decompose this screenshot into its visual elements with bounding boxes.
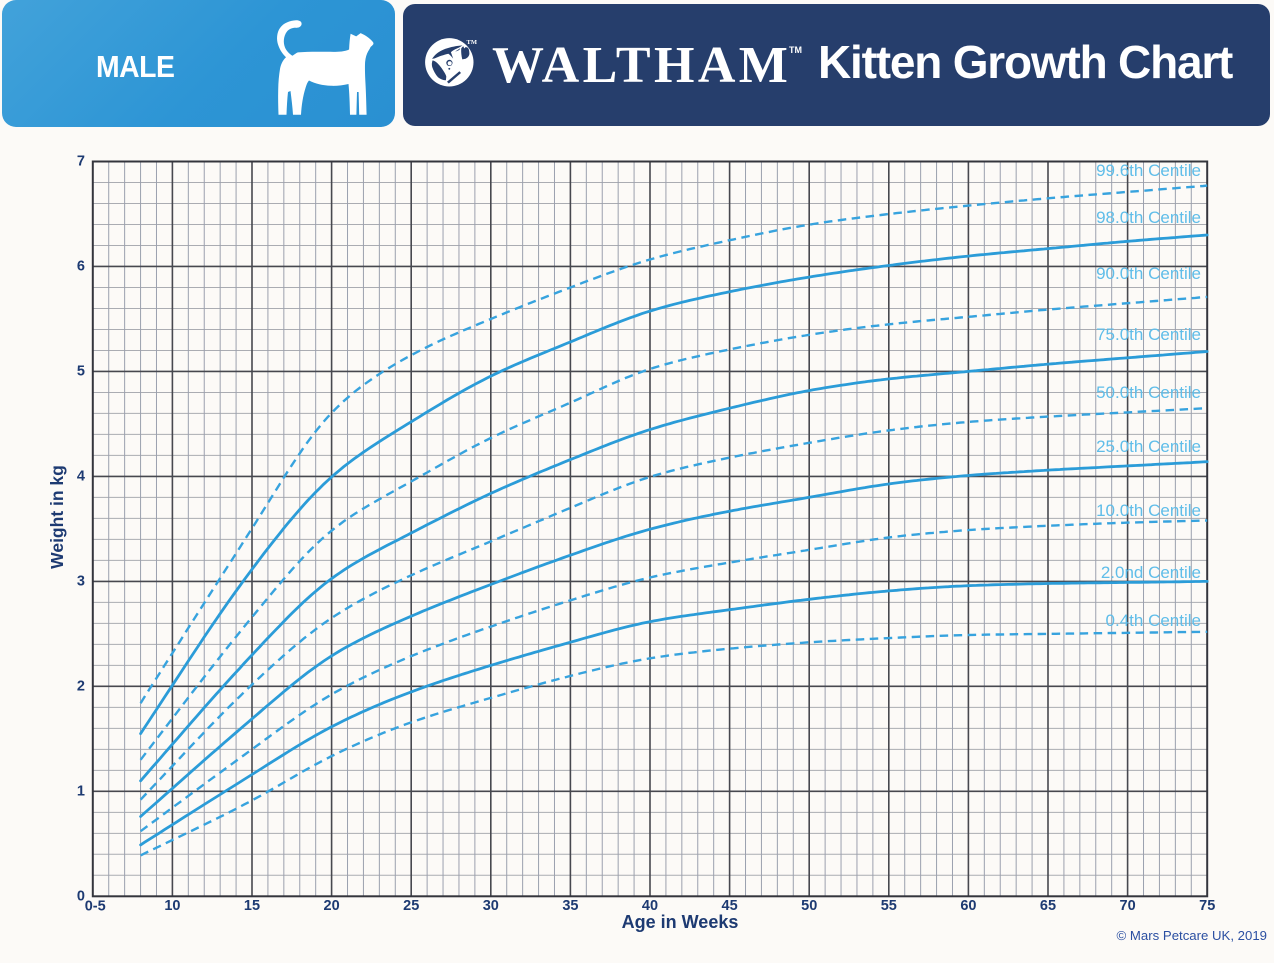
svg-text:0: 0 bbox=[77, 888, 85, 904]
svg-text:60: 60 bbox=[960, 898, 976, 914]
svg-text:2: 2 bbox=[77, 678, 85, 694]
svg-text:10.0th Centile: 10.0th Centile bbox=[1096, 501, 1201, 520]
svg-text:65: 65 bbox=[1040, 898, 1056, 914]
svg-text:0-5: 0-5 bbox=[85, 899, 106, 915]
svg-text:55: 55 bbox=[881, 898, 897, 914]
svg-text:50: 50 bbox=[801, 898, 817, 914]
svg-text:6: 6 bbox=[77, 259, 85, 275]
svg-text:5: 5 bbox=[77, 363, 85, 379]
svg-text:TM: TM bbox=[467, 39, 477, 46]
svg-text:75: 75 bbox=[1199, 898, 1215, 914]
svg-text:1: 1 bbox=[77, 783, 85, 799]
svg-text:70: 70 bbox=[1120, 898, 1136, 914]
svg-text:15: 15 bbox=[244, 898, 260, 914]
svg-text:40: 40 bbox=[642, 898, 658, 914]
svg-text:3: 3 bbox=[77, 573, 85, 589]
svg-text:30: 30 bbox=[483, 898, 499, 914]
svg-text:20: 20 bbox=[324, 898, 340, 914]
svg-text:45: 45 bbox=[722, 898, 738, 914]
svg-text:25: 25 bbox=[403, 898, 419, 914]
svg-text:4: 4 bbox=[77, 468, 85, 484]
svg-text:99.6th Centile: 99.6th Centile bbox=[1096, 161, 1201, 180]
svg-text:Weight in kg: Weight in kg bbox=[47, 465, 67, 569]
svg-text:0.4th Centile: 0.4th Centile bbox=[1106, 611, 1201, 630]
svg-text:Age in Weeks: Age in Weeks bbox=[622, 912, 739, 932]
svg-text:35: 35 bbox=[562, 898, 578, 914]
svg-text:10: 10 bbox=[164, 898, 180, 914]
svg-text:2.0nd Centile: 2.0nd Centile bbox=[1101, 563, 1201, 582]
svg-text:75.0th Centile: 75.0th Centile bbox=[1096, 325, 1201, 344]
svg-text:© Mars Petcare UK, 2019: © Mars Petcare UK, 2019 bbox=[1117, 928, 1267, 943]
svg-text:50.0th Centile: 50.0th Centile bbox=[1096, 383, 1201, 402]
svg-text:25.0th Centile: 25.0th Centile bbox=[1096, 437, 1201, 456]
svg-text:90.0th Centile: 90.0th Centile bbox=[1096, 264, 1201, 283]
svg-text:7: 7 bbox=[77, 154, 85, 170]
svg-text:98.0th Centile: 98.0th Centile bbox=[1096, 208, 1201, 227]
